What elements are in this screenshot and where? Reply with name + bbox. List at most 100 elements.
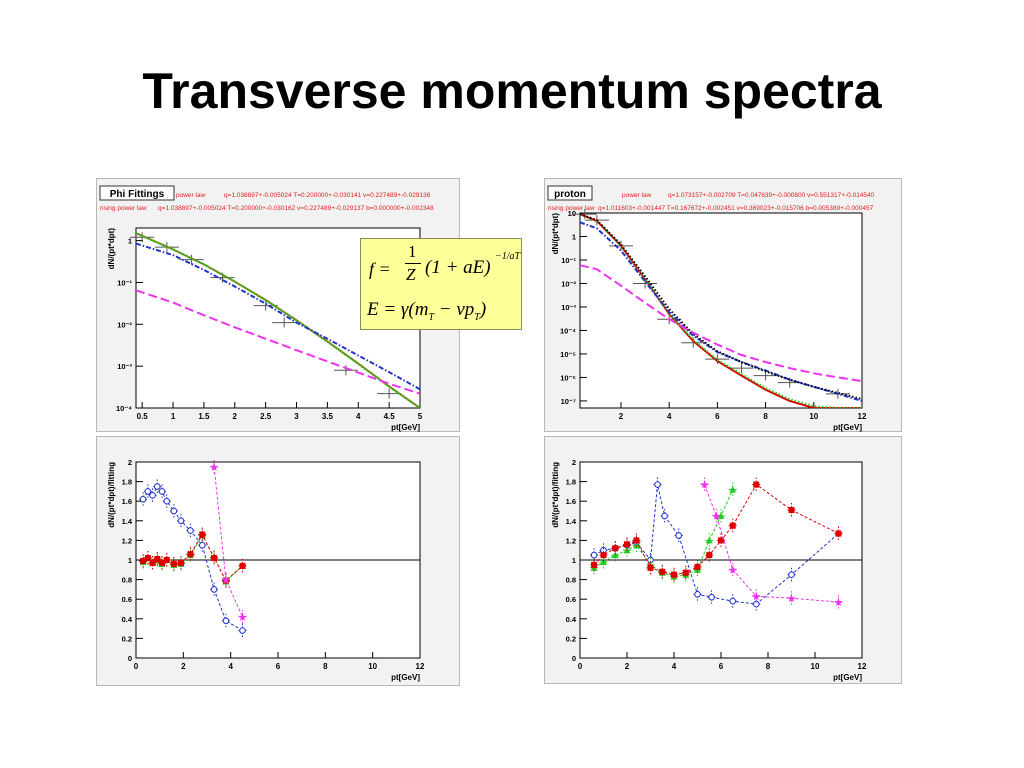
y-tick-label: 10⁻³ bbox=[117, 362, 132, 371]
panel-label-box bbox=[99, 185, 175, 201]
marker-open-circle bbox=[144, 488, 152, 495]
y-tick-label: 1.4 bbox=[122, 517, 133, 526]
marker-square bbox=[600, 552, 607, 559]
x-tick-label: 4.5 bbox=[384, 412, 396, 421]
x-tick-label: 10 bbox=[809, 412, 818, 421]
marker-open-circle bbox=[222, 617, 230, 625]
marker-star bbox=[210, 462, 219, 471]
fit-row1-params: q=1.073157+-0.002709 T=0.047639+-0.00080… bbox=[668, 192, 875, 199]
x-tick-label: 10 bbox=[811, 662, 820, 671]
series-curve-magenta bbox=[580, 264, 862, 383]
marker-square bbox=[612, 545, 619, 552]
x-tick-label: 8 bbox=[763, 412, 768, 421]
y-tick-label: 1.6 bbox=[122, 497, 132, 506]
fit-row2-label: rising power law bbox=[100, 205, 147, 212]
formula-line2-mid: − vp bbox=[434, 299, 475, 320]
marker-square bbox=[624, 541, 630, 548]
x-tick-label: 4 bbox=[228, 662, 233, 671]
x-tick-label: 8 bbox=[323, 662, 328, 671]
formula-numerator: 1 bbox=[408, 242, 417, 261]
series-curve-green bbox=[136, 232, 420, 408]
y-tick-label: 1 bbox=[572, 556, 576, 565]
marker-triangle bbox=[729, 485, 737, 493]
marker-square bbox=[154, 556, 161, 563]
marker-open-circle bbox=[149, 492, 156, 499]
x-tick-label: 2 bbox=[233, 412, 238, 421]
fit-row2-params: q=1.011603+-0.001447 T=0.167672+-0.00245… bbox=[598, 205, 874, 212]
y-tick-label: 0.8 bbox=[122, 576, 132, 585]
marker-open-circle bbox=[654, 481, 661, 488]
marker-triangle bbox=[632, 541, 640, 549]
marker-open-circle bbox=[210, 586, 218, 593]
marker-square bbox=[211, 555, 218, 562]
x-tick-label: 2 bbox=[619, 412, 624, 421]
marker-star bbox=[728, 565, 737, 574]
marker-square bbox=[682, 569, 689, 576]
y-axis-title: dN/(pt*dpt)/fitting bbox=[551, 462, 560, 528]
slide-title: Transverse momentum spectra bbox=[142, 63, 882, 119]
marker-square bbox=[633, 537, 640, 544]
marker-open-circle bbox=[675, 532, 683, 539]
y-tick-label: 0 bbox=[128, 654, 132, 663]
y-tick-label: 10⁻¹ bbox=[561, 256, 576, 265]
marker-triangle bbox=[717, 512, 725, 519]
y-axis-title: dN/(pt*dpt) bbox=[551, 213, 560, 255]
x-tick-label: 6 bbox=[719, 662, 724, 671]
x-tick-label: 12 bbox=[858, 662, 867, 671]
marker-star bbox=[752, 592, 761, 601]
y-tick-label: 0.8 bbox=[566, 576, 576, 585]
marker-square bbox=[788, 507, 795, 514]
series-curve-magenta bbox=[136, 289, 420, 395]
marker-square bbox=[647, 564, 654, 571]
x-tick-label: 3 bbox=[294, 412, 299, 421]
x-tick-label: 3.5 bbox=[322, 412, 334, 421]
x-tick-label: 0.5 bbox=[137, 412, 149, 421]
x-tick-label: 2 bbox=[181, 662, 186, 671]
formula-line2-start: E = γ(m bbox=[367, 299, 429, 320]
y-axis-title: dN/(pt*dpt)/fitting bbox=[107, 462, 116, 528]
marker-open-circle bbox=[729, 597, 737, 605]
marker-open-circle bbox=[177, 517, 185, 525]
fit-row2-params: q=1.038897+-0.005024 T=0.200000+-0.03016… bbox=[158, 205, 434, 212]
series-line-red bbox=[593, 483, 839, 576]
y-tick-label: 10⁻² bbox=[117, 320, 132, 329]
marker-square bbox=[706, 552, 713, 559]
y-tick-label: 10⁻³ bbox=[561, 303, 576, 312]
marker-star bbox=[238, 612, 247, 621]
series-curve-blue bbox=[136, 242, 420, 391]
marker-open-circle bbox=[154, 483, 161, 490]
marker-open-circle bbox=[239, 627, 246, 634]
marker-square bbox=[694, 563, 701, 570]
marker-open-circle bbox=[198, 542, 206, 549]
x-tick-label: 12 bbox=[858, 412, 867, 421]
marker-star bbox=[700, 480, 709, 489]
marker-open-circle bbox=[788, 571, 795, 579]
x-tick-label: 6 bbox=[715, 412, 720, 421]
x-tick-label: 1 bbox=[171, 412, 176, 421]
x-tick-label: 8 bbox=[766, 662, 771, 671]
x-tick-label: 6 bbox=[276, 662, 281, 671]
formula-line2-sub2: T bbox=[474, 311, 480, 323]
y-tick-label: 10⁻¹ bbox=[117, 278, 132, 287]
marker-square bbox=[671, 571, 677, 578]
y-tick-label: 0.2 bbox=[122, 634, 132, 643]
marker-square bbox=[144, 555, 151, 562]
marker-open-circle bbox=[590, 551, 598, 559]
formula-line2-end: ) bbox=[479, 299, 487, 320]
y-tick-label: 1 bbox=[572, 232, 576, 241]
y-tick-label: 1.8 bbox=[122, 478, 132, 487]
x-tick-label: 5 bbox=[418, 412, 423, 421]
marker-square bbox=[591, 561, 598, 568]
marker-square bbox=[170, 560, 177, 567]
fit-row1-label: power law bbox=[176, 192, 206, 199]
x-axis-title: pt[GeV] bbox=[833, 423, 862, 432]
y-tick-label: 1.4 bbox=[566, 517, 577, 526]
series-line-magenta bbox=[704, 484, 839, 603]
x-axis-title: pt[GeV] bbox=[833, 673, 862, 682]
y-tick-label: 10⁻⁴ bbox=[560, 326, 576, 335]
marker-open-circle bbox=[170, 507, 178, 515]
y-tick-label: 1 bbox=[128, 237, 132, 246]
formula-denominator: Z bbox=[406, 265, 416, 284]
y-tick-label: 0.6 bbox=[566, 595, 576, 604]
x-tick-label: 12 bbox=[416, 662, 425, 671]
